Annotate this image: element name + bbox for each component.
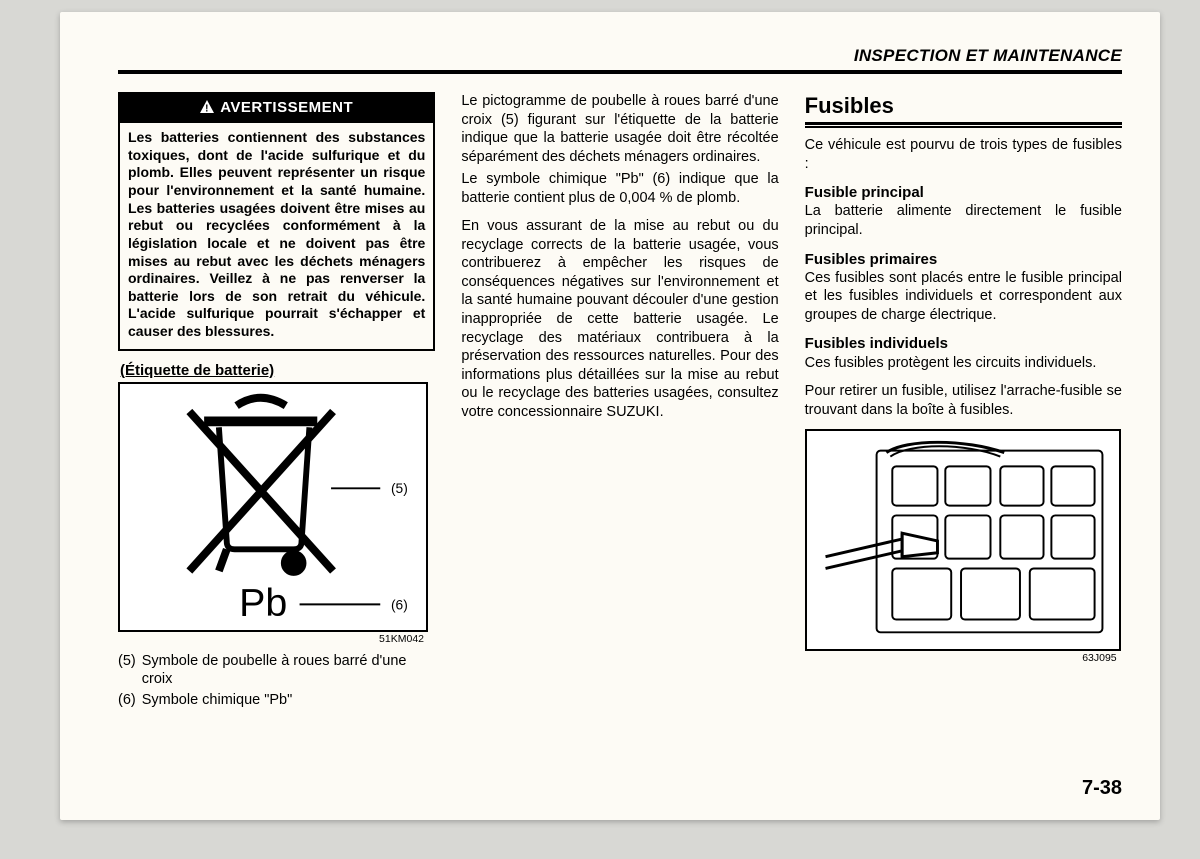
section-header: INSPECTION ET MAINTENANCE <box>854 46 1122 66</box>
fusibles-intro: Ce véhicule est pourvu de trois types de… <box>805 136 1122 173</box>
fusebox-diagram <box>805 429 1121 651</box>
sub-individuels-b: Ces fusibles protègent les circuits indi… <box>805 354 1122 373</box>
mid-p2: Le symbole chimique "Pb" (6) indique que… <box>461 170 778 207</box>
sub-principal-b: La batterie alimente directement le fusi… <box>805 202 1122 239</box>
header: INSPECTION ET MAINTENANCE <box>118 46 1122 66</box>
header-rule <box>118 70 1122 74</box>
sub-principal-h: Fusible principal <box>805 183 1122 202</box>
manual-page: INSPECTION ET MAINTENANCE ! AVERTISSEMEN… <box>60 12 1160 820</box>
columns: ! AVERTISSEMENT Les batteries contiennen… <box>118 92 1122 711</box>
warning-triangle-icon: ! <box>200 99 214 118</box>
svg-text:!: ! <box>205 104 209 114</box>
fusibles-title: Fusibles <box>805 92 1122 120</box>
legend-6-num: (6) <box>118 691 136 709</box>
sub-primaires-b: Ces fusibles sont placés entre le fusibl… <box>805 269 1122 325</box>
callout-5: (5) <box>391 481 408 496</box>
column-left: ! AVERTISSEMENT Les batteries contiennen… <box>118 92 435 711</box>
callout-6: (6) <box>391 597 408 612</box>
fusibles-rule <box>805 122 1122 128</box>
sub-primaires-h: Fusibles primaires <box>805 250 1122 269</box>
warning-heading: ! AVERTISSEMENT <box>120 94 433 123</box>
legend-5-num: (5) <box>118 652 136 688</box>
legend-5-text: Symbole de poubelle à roues barré d'une … <box>142 652 436 688</box>
legend: (5) Symbole de poubelle à roues barré d'… <box>118 652 435 708</box>
battery-label-title: (Étiquette de batterie) <box>120 361 435 380</box>
legend-6-text: Symbole chimique "Pb" <box>142 691 293 709</box>
column-middle: Le pictogramme de poubelle à roues barré… <box>461 92 778 711</box>
warning-box: ! AVERTISSEMENT Les batteries contiennen… <box>118 92 435 351</box>
warning-body: Les batteries contiennent des substances… <box>120 123 433 349</box>
column-right: Fusibles Ce véhicule est pourvu de trois… <box>805 92 1122 711</box>
pb-symbol: Pb <box>239 581 287 625</box>
mid-p1: Le pictogramme de poubelle à roues barré… <box>461 92 778 166</box>
fusibles-tip: Pour retirer un fusible, utilisez l'arra… <box>805 382 1122 419</box>
page-number: 7-38 <box>1082 777 1122 800</box>
sub-individuels-h: Fusibles individuels <box>805 334 1122 353</box>
mid-p3: En vous assurant de la mise au rebut ou … <box>461 217 778 421</box>
figure-id-1: 51KM042 <box>118 633 428 646</box>
battery-label-diagram: Pb (5) (6) <box>118 382 428 632</box>
warning-heading-text: AVERTISSEMENT <box>220 99 353 116</box>
figure-id-2: 63J095 <box>805 652 1121 665</box>
